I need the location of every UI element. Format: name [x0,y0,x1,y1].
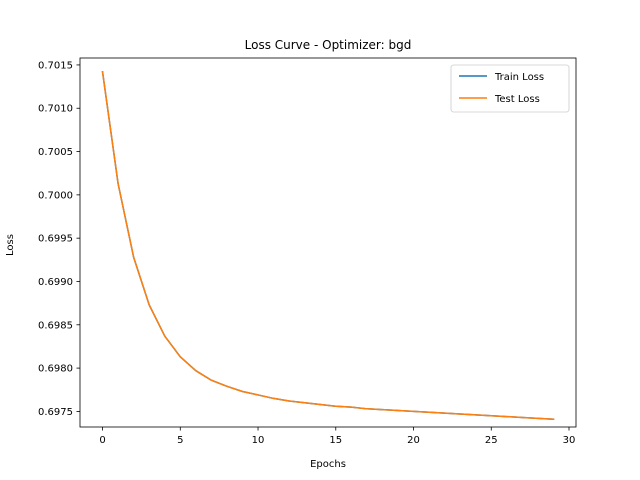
legend: Train Loss Test Loss [450,64,570,113]
x-tick-label: 30 [563,435,576,446]
y-axis-label: Loss [5,234,16,256]
x-tick-label: 10 [252,435,265,446]
x-tick-label: 25 [485,435,498,446]
series-line-2 [101,71,555,420]
axes-frame [79,57,577,428]
x-tick-label: 5 [177,435,183,446]
x-tick-label: 20 [407,435,420,446]
x-axis-label: Epochs [310,459,346,470]
y-tick-label: 0.6990 [38,277,73,288]
x-tick-label: 0 [99,435,105,446]
y-tick-label: 0.6975 [38,407,73,418]
y-tick-label: 0.7010 [38,104,73,115]
legend-label-1: Train Loss [494,72,544,83]
y-tick-label: 0.7000 [38,190,73,201]
y-tick-label: 0.6995 [38,234,73,245]
legend-label-2: Test Loss [494,94,540,105]
y-tick-label: 0.6980 [38,364,73,375]
y-tick-label: 0.7005 [38,147,73,158]
x-tick-label: 15 [329,435,342,446]
y-tick-label: 0.7015 [38,60,73,71]
plot-area: 0 5 10 15 20 25 30 0.6975 0.6980 0.6985 0.6990 0.69… [38,57,577,446]
y-tick-label: 0.6985 [38,320,73,331]
chart-title: Loss Curve - Optimizer: bgd [245,38,412,52]
